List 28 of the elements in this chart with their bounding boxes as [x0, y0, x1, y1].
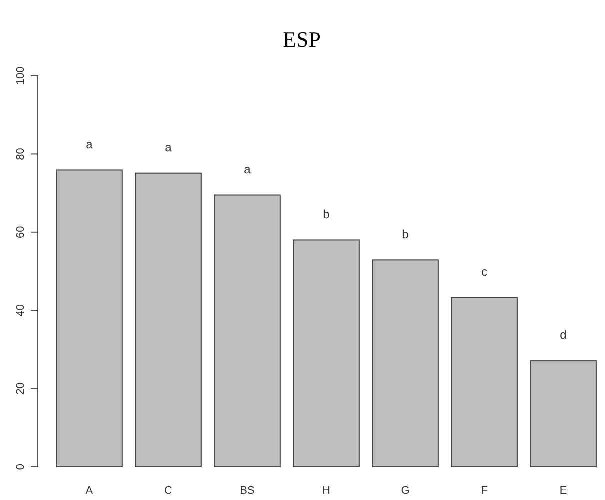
data-label: a — [86, 137, 94, 152]
x-tick-label: H — [322, 485, 331, 497]
y-tick-label: 40 — [15, 304, 27, 317]
y-tick-label: 80 — [15, 148, 27, 160]
bar — [56, 170, 123, 468]
y-tick-label: 60 — [15, 226, 27, 239]
chart-title: ESP — [283, 27, 321, 52]
data-label: a — [244, 162, 252, 176]
bar — [530, 360, 597, 468]
data-label: c — [482, 264, 488, 279]
x-tick-label: G — [401, 485, 410, 497]
x-tick-label: C — [164, 485, 173, 497]
data-label: a — [165, 140, 172, 155]
x-tick-label: E — [560, 485, 568, 497]
bar — [372, 260, 439, 468]
bar — [135, 172, 202, 468]
bar — [214, 194, 281, 468]
data-label: b — [402, 227, 410, 242]
y-tick-label: 100 — [15, 66, 27, 86]
y-tick-label: 0 — [15, 464, 27, 470]
data-label: b — [323, 207, 330, 222]
bar — [451, 297, 518, 468]
x-tick-label: BS — [240, 485, 255, 497]
bar — [293, 240, 360, 468]
x-tick-label: A — [86, 485, 94, 497]
data-label: d — [560, 328, 567, 342]
x-tick-label: F — [481, 485, 488, 497]
y-tick-label: 20 — [15, 382, 27, 395]
